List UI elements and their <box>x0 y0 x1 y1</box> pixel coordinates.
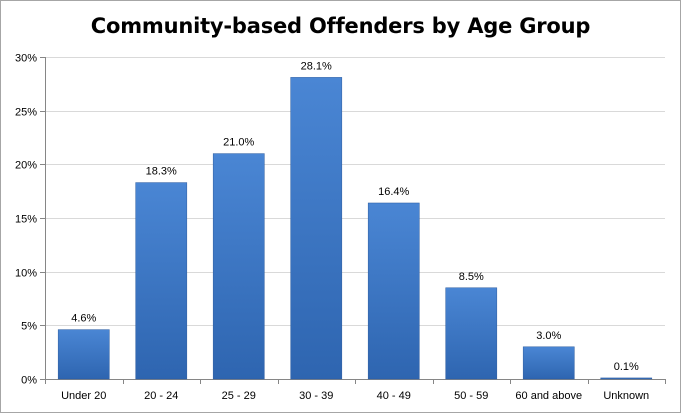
x-tick-label: 30 - 39 <box>299 390 333 402</box>
bar <box>600 377 653 380</box>
y-tick-label: 5% <box>21 321 37 333</box>
data-label: 18.3% <box>146 166 177 178</box>
data-label: 16.4% <box>378 186 409 198</box>
bar <box>522 346 575 380</box>
y-tick-label: 0% <box>21 375 37 387</box>
bar <box>290 77 343 380</box>
data-label: 28.1% <box>301 60 332 72</box>
x-tick-label: 60 and above <box>515 390 582 402</box>
data-label: 0.1% <box>614 361 639 373</box>
y-tick-label: 15% <box>15 214 37 226</box>
data-label: 8.5% <box>459 271 484 283</box>
x-tick-label: Under 20 <box>61 390 106 402</box>
bar <box>57 329 110 380</box>
data-label: 3.0% <box>536 330 561 342</box>
bars <box>57 77 653 380</box>
axes <box>40 57 666 384</box>
bar <box>135 182 188 380</box>
bar <box>212 153 265 380</box>
x-tick-label: 50 - 59 <box>454 390 488 402</box>
x-tick-label: 25 - 29 <box>222 390 256 402</box>
x-tick-label: Unknown <box>603 390 649 402</box>
data-label: 21.0% <box>223 137 254 149</box>
data-label: 4.6% <box>71 313 96 325</box>
labels: 0% 5% 10% 15% 20% 25% 30% 4.6% Under 20 18.3% 20 -… <box>15 53 649 403</box>
x-tick-label: 20 - 24 <box>144 390 178 402</box>
bar <box>445 287 498 380</box>
x-tick-label: 40 - 49 <box>377 390 411 402</box>
bar <box>367 202 420 380</box>
y-tick-label: 20% <box>15 160 37 172</box>
chart-title: Community-based Offenders by Age Group <box>90 14 591 38</box>
y-tick-label: 30% <box>15 53 37 65</box>
y-tick-label: 10% <box>15 268 37 280</box>
y-tick-label: 25% <box>15 107 37 119</box>
